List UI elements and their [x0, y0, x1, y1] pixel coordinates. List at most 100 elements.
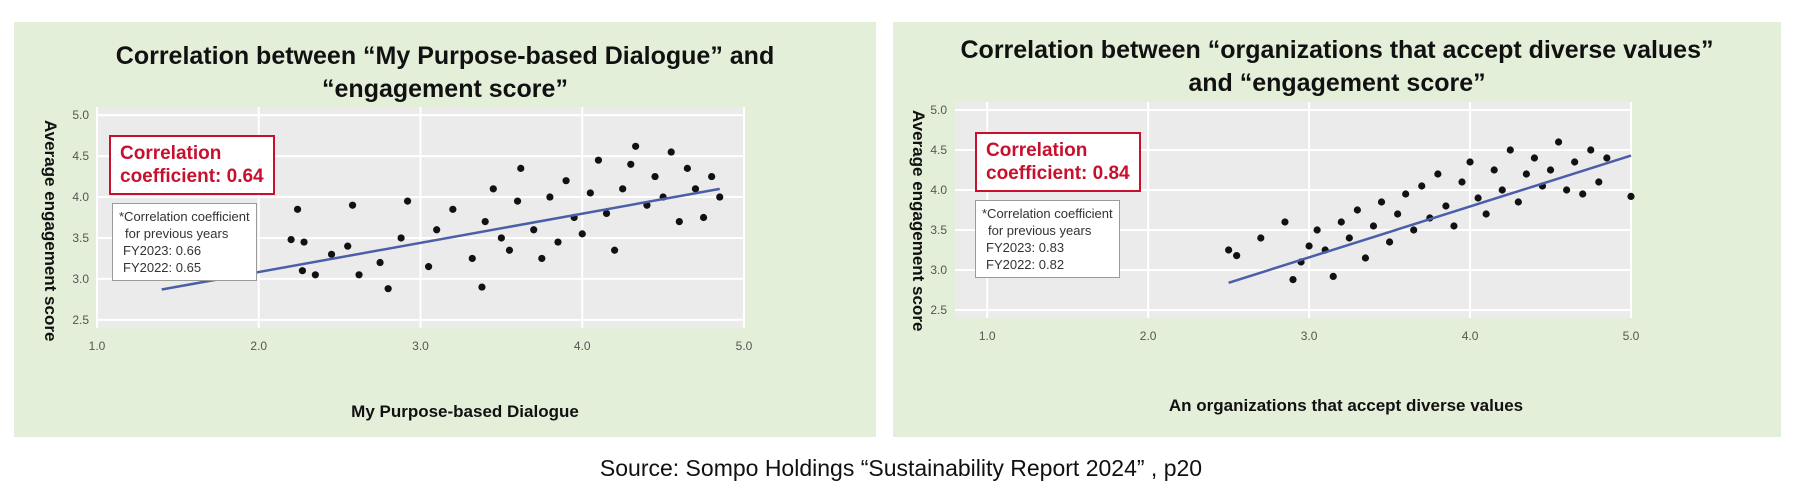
data-point — [627, 160, 635, 168]
data-point — [1506, 146, 1514, 154]
y-tick-label: 4.5 — [72, 149, 89, 163]
chart-title-line1: Correlation between “organizations that … — [960, 36, 1714, 64]
data-point — [481, 217, 489, 226]
correlation-box: Correlation coefficient: 0.84 — [975, 132, 1141, 192]
data-point — [1337, 218, 1345, 226]
chart-panel-right: Correlation between “organizations that … — [893, 22, 1781, 437]
data-point — [675, 217, 683, 226]
data-point — [1418, 182, 1426, 190]
data-point — [1353, 206, 1361, 214]
y-tick-label: 4.5 — [930, 143, 947, 157]
data-point — [1546, 166, 1555, 174]
data-point — [376, 258, 384, 267]
data-point — [1402, 190, 1410, 198]
x-tick-label: 5.0 — [1623, 329, 1640, 343]
data-point — [1289, 276, 1297, 284]
data-point — [287, 236, 295, 244]
data-point — [1257, 234, 1265, 242]
x-tick-label: 3.0 — [412, 339, 429, 353]
note-line: for previous years — [125, 226, 229, 241]
data-point — [683, 164, 691, 172]
data-point — [1369, 222, 1378, 230]
data-point — [1530, 154, 1539, 162]
chart-title-line2: and “engagement score” — [1188, 69, 1486, 97]
y-tick-label: 2.5 — [72, 313, 89, 327]
previous-years-note: *Correlation coefficient for previous ye… — [975, 200, 1120, 278]
data-point — [699, 213, 708, 222]
x-axis-label: An organizations that accept diverse val… — [1168, 396, 1524, 415]
x-tick-label: 1.0 — [979, 329, 996, 343]
data-point — [1498, 186, 1506, 194]
chart-panel-left: Correlation between “My Purpose-based Di… — [14, 22, 876, 437]
y-tick-label: 3.0 — [72, 272, 89, 286]
data-point — [1466, 158, 1474, 166]
y-tick-label: 5.0 — [930, 103, 947, 117]
y-axis-label: Average engagement score — [41, 120, 60, 342]
data-point — [1563, 186, 1571, 194]
data-point — [1434, 170, 1442, 178]
note-line: for previous years — [988, 223, 1092, 238]
data-point — [449, 205, 457, 213]
correlation-box: Correlation coefficient: 0.64 — [109, 135, 275, 195]
y-tick-label: 3.5 — [930, 223, 947, 237]
data-point — [1281, 218, 1289, 226]
data-point — [1394, 210, 1402, 218]
data-point — [298, 267, 307, 275]
data-point — [1603, 154, 1611, 162]
data-point — [1361, 254, 1370, 262]
data-point — [1442, 202, 1450, 210]
data-point — [348, 201, 357, 209]
data-point — [1571, 158, 1579, 166]
data-point — [1627, 192, 1635, 200]
x-tick-label: 3.0 — [1301, 329, 1318, 343]
data-point — [632, 142, 640, 150]
data-point — [1225, 246, 1233, 254]
data-point — [1522, 170, 1530, 178]
data-point — [1579, 190, 1587, 198]
data-point — [1482, 210, 1490, 218]
note-line: FY2022: 0.82 — [986, 257, 1065, 272]
y-tick-label: 2.5 — [930, 303, 947, 317]
data-point — [1329, 272, 1337, 280]
y-tick-label: 3.5 — [72, 231, 89, 245]
trend-line — [1228, 154, 1632, 284]
data-point — [691, 185, 700, 193]
data-point — [602, 209, 611, 218]
note-line: FY2023: 0.83 — [986, 240, 1065, 255]
data-point — [517, 164, 525, 172]
data-point — [611, 246, 619, 254]
data-point — [355, 271, 363, 279]
x-tick-label: 2.0 — [250, 339, 267, 353]
data-point — [293, 205, 302, 213]
data-point — [311, 271, 319, 279]
data-point — [327, 250, 336, 258]
data-point — [497, 234, 505, 242]
note-line: FY2022: 0.65 — [123, 260, 202, 275]
note-line: FY2023: 0.66 — [123, 243, 202, 258]
x-tick-label: 4.0 — [574, 339, 591, 353]
data-point — [424, 263, 433, 271]
data-point — [554, 238, 562, 246]
data-point — [505, 246, 514, 254]
data-point — [538, 254, 546, 263]
data-point — [1233, 252, 1241, 260]
y-axis-label: Average engagement score — [909, 110, 928, 332]
x-tick-label: 1.0 — [89, 339, 106, 353]
x-tick-label: 5.0 — [736, 339, 753, 353]
data-point — [1474, 194, 1482, 202]
data-point — [433, 226, 441, 234]
data-point — [546, 193, 554, 201]
x-tick-label: 4.0 — [1462, 329, 1479, 343]
data-point — [1313, 226, 1321, 234]
data-point — [594, 156, 603, 164]
correlation-label-line1: Correlation — [986, 140, 1088, 161]
correlation-label-line1: Correlation — [120, 143, 222, 164]
data-point — [1377, 198, 1386, 206]
data-point — [1595, 178, 1603, 186]
data-point — [344, 242, 352, 250]
data-point — [586, 189, 594, 197]
data-point — [397, 234, 405, 242]
x-axis-label: My Purpose-based Dialogue — [351, 402, 579, 421]
data-point — [513, 197, 522, 205]
data-point — [1410, 226, 1418, 234]
